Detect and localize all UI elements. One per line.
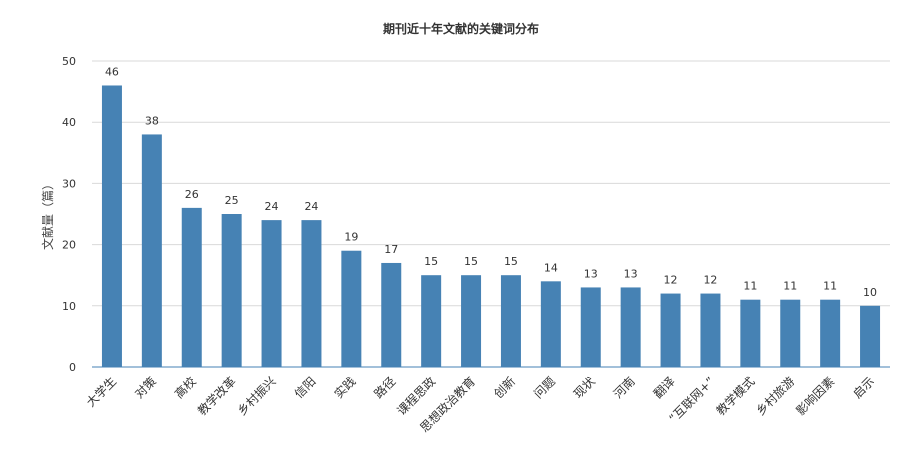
data-label: 15 bbox=[424, 255, 438, 268]
y-tick-label: 10 bbox=[62, 300, 76, 313]
chart-title: 期刊近十年文献的关键词分布 bbox=[383, 21, 539, 36]
data-label: 12 bbox=[703, 274, 717, 287]
bar bbox=[301, 220, 322, 367]
data-label: 12 bbox=[664, 274, 678, 287]
x-tick-label: 高校 bbox=[171, 374, 199, 402]
data-label: 15 bbox=[504, 255, 518, 268]
bar bbox=[341, 250, 362, 367]
data-label: 13 bbox=[584, 267, 598, 280]
data-label: 15 bbox=[464, 255, 478, 268]
data-label: 25 bbox=[225, 194, 239, 207]
bar bbox=[740, 299, 761, 367]
x-tick-label: 信阳 bbox=[292, 374, 319, 401]
y-axis-label: 文献量（篇） bbox=[40, 178, 55, 250]
bar bbox=[461, 275, 482, 367]
data-label: 24 bbox=[304, 200, 318, 213]
x-tick-label: 教学模式 bbox=[713, 374, 758, 419]
x-tick-label: 乡村振兴 bbox=[235, 374, 279, 418]
bar bbox=[221, 214, 242, 367]
data-label: 11 bbox=[743, 280, 757, 293]
x-tick-label: 现状 bbox=[571, 374, 598, 401]
data-label: 24 bbox=[265, 200, 279, 213]
x-tick-label: 大学生 bbox=[83, 374, 119, 410]
x-tick-label: 路径 bbox=[371, 374, 399, 402]
data-labels: 46 38 26 25 24 24 19 17 15 15 15 14 13 13 12 12 11 11 11 10 bbox=[105, 65, 877, 298]
bar bbox=[181, 207, 202, 367]
data-label: 11 bbox=[783, 280, 797, 293]
gridlines bbox=[92, 60, 890, 307]
data-label: 17 bbox=[384, 243, 398, 256]
data-label: 14 bbox=[544, 261, 558, 274]
bar bbox=[381, 262, 402, 367]
y-tick-label: 30 bbox=[62, 177, 76, 190]
bar bbox=[421, 275, 442, 367]
y-tick-label: 0 bbox=[69, 361, 76, 374]
x-tick-label: 启示 bbox=[850, 374, 877, 401]
x-tick-label: 创新 bbox=[490, 374, 518, 402]
x-tick-label: 问题 bbox=[531, 374, 558, 401]
x-axis-ticks: 大学生 对策 高校教学改革乡村振兴 信阳 实践 路径课程思政思想政治教育 创新 问题 现状 河南翻… bbox=[83, 374, 877, 436]
bar bbox=[101, 85, 122, 367]
bars bbox=[101, 85, 881, 367]
data-label: 26 bbox=[185, 188, 199, 201]
y-tick-label: 50 bbox=[62, 55, 76, 68]
data-label: 19 bbox=[344, 231, 358, 244]
y-axis-ticks: 0 10 20 30 40 50 bbox=[62, 55, 76, 374]
bar bbox=[780, 299, 801, 367]
x-tick-label: 教学改革 bbox=[194, 374, 239, 419]
bar bbox=[580, 287, 601, 367]
x-tick-label: 河南 bbox=[610, 374, 638, 402]
y-tick-label: 40 bbox=[62, 116, 76, 129]
bar bbox=[500, 275, 521, 367]
data-label: 11 bbox=[823, 280, 837, 293]
y-tick-label: 20 bbox=[62, 239, 76, 252]
bar bbox=[620, 287, 641, 367]
data-label: 46 bbox=[105, 65, 119, 78]
x-tick-label: 翻译 bbox=[651, 374, 678, 401]
x-tick-label: 乡村旅游 bbox=[754, 374, 798, 418]
bar bbox=[540, 281, 561, 367]
bar bbox=[660, 293, 681, 367]
bar bbox=[141, 134, 162, 367]
bar bbox=[261, 220, 282, 367]
x-tick-label: 对策 bbox=[132, 374, 159, 401]
data-label: 10 bbox=[863, 286, 877, 299]
x-tick-label: 实践 bbox=[331, 374, 359, 402]
x-tick-label: 影响因素 bbox=[793, 374, 838, 419]
bar bbox=[860, 305, 881, 367]
bar bbox=[820, 299, 841, 367]
data-label: 38 bbox=[145, 114, 159, 127]
data-label: 13 bbox=[624, 267, 638, 280]
bar bbox=[700, 293, 721, 367]
